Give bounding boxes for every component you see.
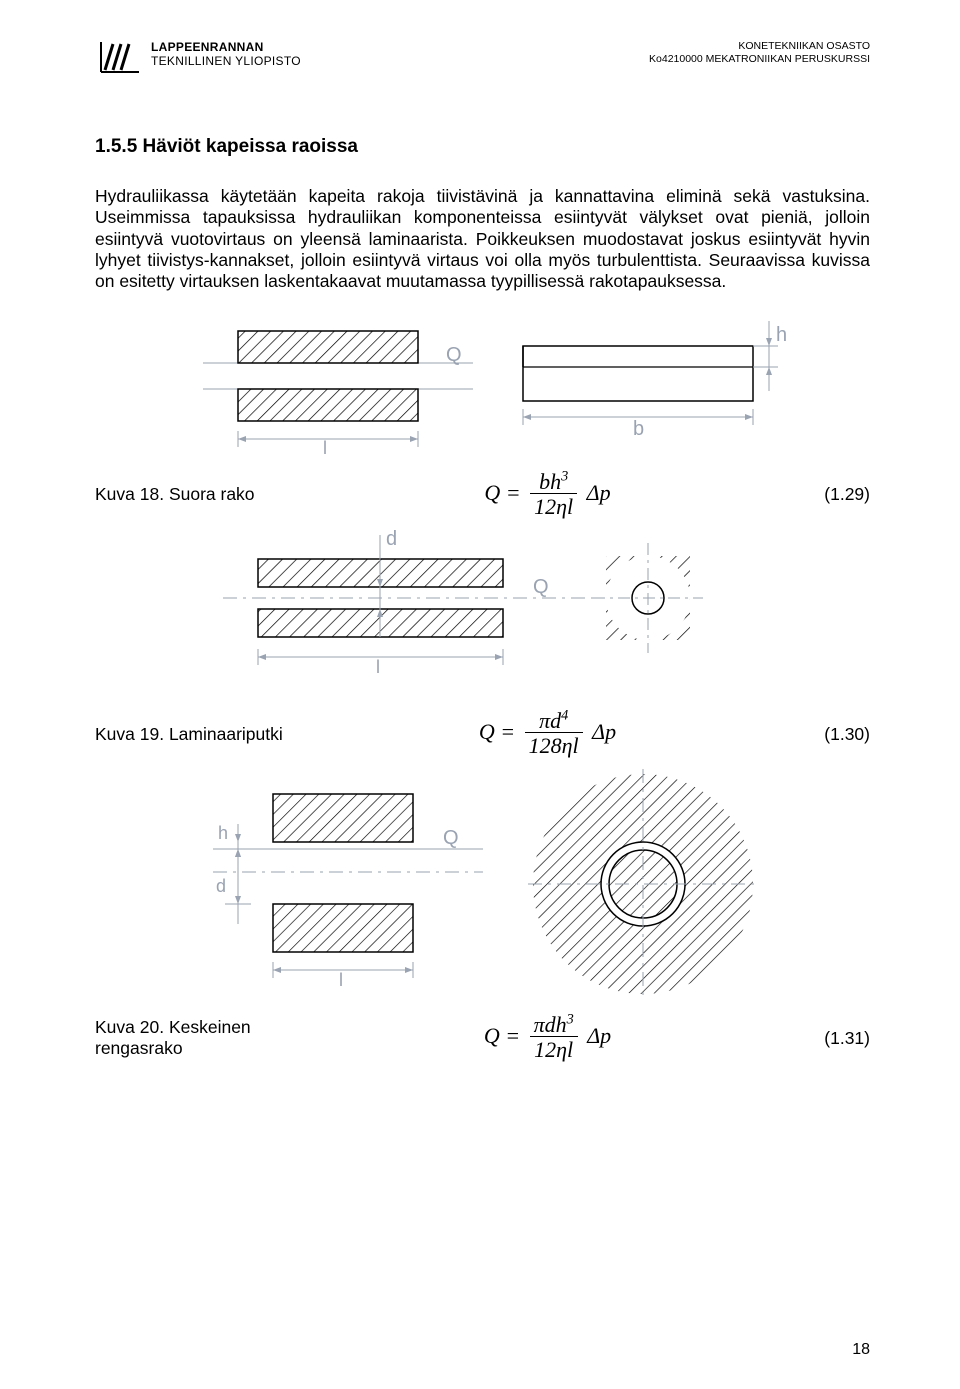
svg-text:b: b	[633, 418, 644, 440]
uni-name-line1: LAPPEENRANNAN	[151, 40, 301, 54]
header-right: KONETEKNIIKAN OSASTO Ko4210000 MEKATRONI…	[649, 40, 870, 65]
svg-text:Q: Q	[443, 827, 459, 849]
svg-text:l: l	[339, 970, 343, 990]
equation-block-2: Kuva 19. Laminaariputki Q = πd4128ηl Δp …	[95, 710, 870, 758]
page-number: 18	[852, 1341, 870, 1359]
svg-text:l: l	[323, 438, 327, 458]
body-paragraph: Hydrauliikassa käytetään kapeita rakoja …	[95, 186, 870, 293]
university-logo-icon	[95, 38, 143, 81]
svg-text:h: h	[218, 823, 228, 843]
dept-line: KONETEKNIIKAN OSASTO	[649, 40, 870, 53]
course-line: Ko4210000 MEKATRONIIKAN PERUSKURSSI	[649, 53, 870, 66]
equation-1-31-num: (1.31)	[780, 1028, 870, 1049]
figure-20-caption: Kuva 20. Keskeinen rengasrako	[95, 1017, 315, 1059]
uni-name-line2: TEKNILLINEN YLIOPISTO	[151, 54, 301, 68]
figure-19-caption: Kuva 19. Laminaariputki	[95, 724, 315, 745]
svg-text:d: d	[386, 528, 397, 550]
figure-19-diagram: Q d l	[203, 525, 763, 700]
equation-1-29-num: (1.29)	[780, 484, 870, 505]
equation-1-30: Q = πd4128ηl Δp	[315, 710, 780, 758]
svg-text:Q: Q	[533, 576, 549, 598]
equation-1-31: Q = πdh312ηl Δp	[315, 1014, 780, 1062]
header-left-text: LAPPEENRANNAN TEKNILLINEN YLIOPISTO	[151, 40, 301, 68]
header-left: LAPPEENRANNAN TEKNILLINEN YLIOPISTO	[95, 40, 301, 81]
equation-1-30-num: (1.30)	[780, 724, 870, 745]
svg-text:Q: Q	[446, 344, 462, 366]
equation-block-1: Kuva 18. Suora rako Q = bh312ηl Δp (1.29…	[95, 471, 870, 519]
equation-block-3: Kuva 20. Keskeinen rengasrako Q = πdh312…	[95, 1014, 870, 1062]
figure-18-diagram: Q l h b	[163, 311, 803, 461]
page: LAPPEENRANNAN TEKNILLINEN YLIOPISTO KONE…	[0, 0, 960, 1389]
figure-20-diagram: Q h d l	[183, 764, 783, 1004]
svg-text:l: l	[376, 657, 380, 677]
svg-text:d: d	[216, 876, 226, 896]
equation-1-29: Q = bh312ηl Δp	[315, 471, 780, 519]
section-heading: 1.5.5 Häviöt kapeissa raoissa	[95, 136, 870, 158]
svg-text:h: h	[776, 324, 787, 346]
figure-18-caption: Kuva 18. Suora rako	[95, 484, 315, 505]
page-header: LAPPEENRANNAN TEKNILLINEN YLIOPISTO KONE…	[95, 40, 870, 81]
